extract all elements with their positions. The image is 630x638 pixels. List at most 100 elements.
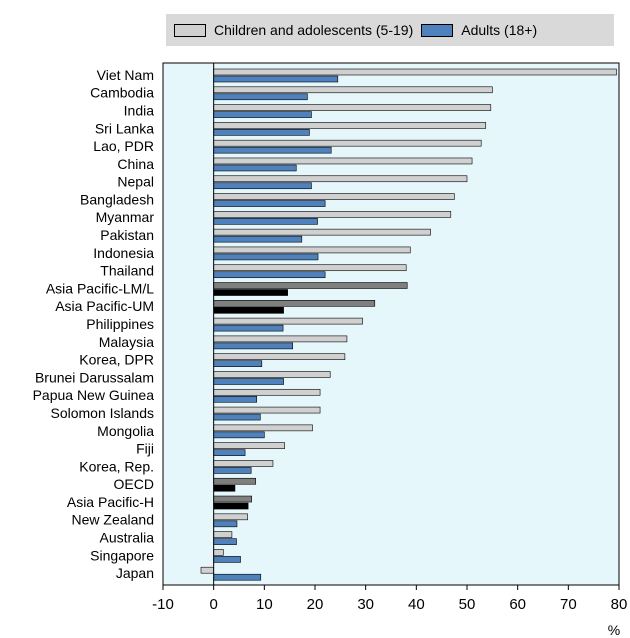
category-label: Brunei Darussalam	[35, 369, 154, 385]
bar-children	[213, 104, 492, 111]
category-label: Thailand	[100, 263, 154, 279]
bar-children	[213, 193, 455, 200]
bar-adults	[213, 467, 252, 474]
bar-adults	[213, 324, 284, 332]
legend: Children and adolescents (5-19) Adults (…	[166, 14, 614, 46]
x-tick-label: 80	[611, 596, 628, 613]
bar-children	[213, 460, 274, 467]
bar-adults	[213, 164, 297, 172]
bar-adults	[213, 556, 241, 563]
bar-children	[213, 388, 321, 396]
bar-children	[213, 122, 487, 129]
category-label: Cambodia	[90, 85, 154, 101]
bar-adults	[213, 289, 288, 296]
x-tick-label: 50	[459, 596, 476, 613]
bar-children	[213, 300, 376, 307]
bar-adults	[213, 146, 332, 154]
category-label: OECD	[114, 476, 154, 492]
category-label: Indonesia	[93, 245, 154, 261]
bar-adults	[213, 111, 312, 118]
category-label: Malaysia	[99, 334, 154, 350]
category-label: Asia Pacific-UM	[55, 298, 154, 314]
bar-children	[213, 246, 411, 254]
bar-adults	[213, 502, 249, 510]
legend-label-adults: Adults (18+)	[461, 22, 538, 38]
x-tick-label: -10	[152, 596, 174, 613]
bar-adults	[213, 271, 326, 279]
category-label: Japan	[116, 565, 154, 581]
category-label: Asia Pacific-H	[67, 494, 154, 510]
bar-children	[213, 157, 473, 165]
bar-adults	[213, 431, 265, 439]
x-tick-label: 40	[408, 596, 425, 613]
bar-adults	[213, 129, 310, 136]
bar-adults	[213, 360, 263, 367]
bar-adults	[213, 93, 308, 101]
bar-adults	[213, 413, 261, 421]
bar-adults	[213, 520, 238, 528]
bar-children	[213, 353, 346, 360]
legend-label-children: Children and adolescents (5-19)	[214, 22, 414, 38]
legend-item-children: Children and adolescents (5-19)	[174, 22, 413, 38]
legend-swatch-children	[174, 23, 206, 37]
category-label: Lao, PDR	[93, 138, 154, 154]
bar-children	[213, 531, 233, 538]
category-label: Singapore	[90, 547, 154, 563]
bar-children	[213, 477, 257, 485]
category-label: Pakistan	[100, 227, 154, 243]
x-axis: -10 0 10 20 30 40 50 60 70 80	[152, 63, 627, 613]
bar-children	[213, 282, 408, 289]
bar-adults	[213, 449, 246, 456]
bar-adults	[213, 378, 284, 385]
x-axis-unit-label: %	[608, 622, 620, 638]
category-label: Papua New Guinea	[33, 387, 155, 403]
bar-children	[213, 406, 321, 414]
bar-children	[213, 175, 468, 183]
x-tick-label: 20	[307, 596, 324, 613]
category-label: Mongolia	[97, 423, 154, 439]
category-label: China	[117, 156, 154, 172]
bar-adults	[213, 218, 318, 225]
bar-children	[213, 495, 252, 503]
bar-adults	[213, 75, 339, 83]
legend-swatch-adults	[421, 23, 454, 37]
category-label: Philippines	[86, 316, 154, 332]
bar-children	[213, 228, 431, 236]
bar-adults	[213, 538, 237, 545]
bar-children	[213, 424, 313, 432]
bar-children	[213, 317, 363, 325]
bar-children	[213, 442, 285, 449]
x-tick-label: 30	[357, 596, 374, 613]
category-label: New Zealand	[72, 512, 155, 528]
bar-adults	[213, 253, 319, 261]
bar-children	[213, 513, 248, 521]
x-tick-label: 60	[509, 596, 526, 613]
x-tick-label: 10	[256, 596, 273, 613]
category-label: Bangladesh	[80, 191, 154, 207]
bar-children	[213, 86, 493, 94]
category-label: Viet Nam	[97, 67, 154, 83]
bar-adults	[213, 182, 312, 190]
category-label: Sri Lanka	[95, 120, 154, 136]
category-label: Asia Pacific-LM/L	[46, 280, 154, 296]
category-label: Solomon Islands	[50, 405, 154, 421]
category-label: Fiji	[136, 441, 154, 457]
x-tick-label: 0	[209, 596, 217, 613]
category-label: Myanmar	[96, 209, 155, 225]
bar-adults	[213, 573, 262, 581]
category-label: Korea, Rep.	[79, 458, 154, 474]
bar-adults	[213, 395, 258, 403]
category-label: Australia	[100, 530, 155, 546]
bar-children	[200, 566, 214, 574]
category-label: Korea, DPR	[79, 352, 154, 368]
bar-children	[213, 335, 348, 343]
bar-adults	[213, 235, 303, 243]
bar-adults	[213, 342, 294, 350]
bar-children	[213, 549, 224, 556]
x-tick-label: 70	[560, 596, 577, 613]
bar-children	[213, 139, 482, 147]
category-label: Nepal	[117, 174, 154, 190]
bar-children	[213, 211, 452, 218]
